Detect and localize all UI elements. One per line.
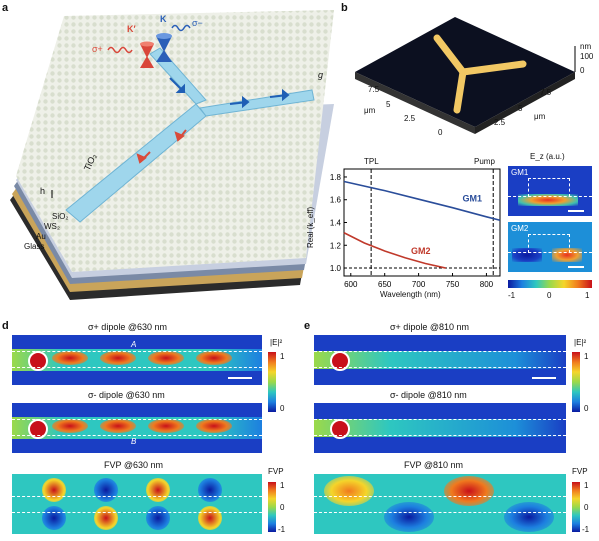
afm-y-tick-2: 5 <box>518 104 523 113</box>
dipole-icon <box>330 419 350 439</box>
dipole-icon <box>28 351 48 371</box>
h-label: h <box>40 186 46 196</box>
y-tick-label: 1.0 <box>330 264 342 273</box>
e-fvp-tick-neg: -1 <box>582 525 590 534</box>
device-schematic <box>10 10 334 300</box>
sigma-plus-label: σ+ <box>92 44 103 54</box>
blue-arrows <box>169 77 290 109</box>
e-title-3: FVP @810 nm <box>404 460 463 470</box>
dispersion-chart: 600 650 700 750 800 1.0 1.2 1.4 1.6 1.8 GM1 GM2 <box>330 168 501 289</box>
marker-b: B <box>131 437 137 446</box>
sigma-minus-label: σ− <box>192 18 203 28</box>
d-map-sigma-minus <box>12 403 262 453</box>
field-cbar-max: 1 <box>585 291 590 300</box>
panel-e-label: e <box>304 320 311 332</box>
d-cbar-label: |E|² <box>270 338 283 347</box>
d-title-1: σ+ dipole @630 nm <box>88 322 167 332</box>
x-tick-label: 650 <box>378 280 392 289</box>
field-map-gm1 <box>508 166 592 216</box>
y-tick-label: 1.8 <box>330 173 342 182</box>
d-title-2: σ- dipole @630 nm <box>88 390 165 400</box>
y-structure <box>433 34 527 114</box>
series-line-gm2 <box>343 232 446 269</box>
d-colorbar-1 <box>268 352 276 412</box>
y-tick-label: 1.6 <box>330 196 342 205</box>
valley-cones-icon <box>140 33 172 68</box>
afm-x-tick-1: 7.5 <box>368 85 380 94</box>
e-fvp-label: FVP <box>572 467 588 476</box>
y-tick-label: 1.2 <box>330 241 342 250</box>
field-colorbar <box>508 280 592 288</box>
k-prime-label: K′ <box>127 24 136 34</box>
afm-x-unit: μm <box>364 106 376 115</box>
d-map-sigma-plus <box>12 335 262 385</box>
series-label-gm2: GM2 <box>411 246 431 256</box>
g-label: g <box>318 70 324 80</box>
layer-au: Au <box>36 232 46 241</box>
field-map-gm2 <box>508 222 592 272</box>
e-colorbar-1 <box>572 352 580 412</box>
series-label-gm1: GM1 <box>463 194 483 204</box>
panel-d-label: d <box>2 320 9 332</box>
e-cbar-label: |E|² <box>574 338 587 347</box>
d-fvp-tick-1: 1 <box>280 481 285 490</box>
field-title: E_z (a.u.) <box>530 152 565 161</box>
layer-ws2: WS₂ <box>44 222 60 231</box>
e-title-2: σ- dipole @810 nm <box>390 390 467 400</box>
e-cbar-bottom: 0 <box>584 404 589 413</box>
field-cbar-min: -1 <box>508 291 516 300</box>
chart-xlabel: Wavelength (nm) <box>380 290 441 299</box>
afm-y-unit: μm <box>534 112 546 121</box>
afm-y-tick-1: 2.5 <box>494 118 506 127</box>
scale-bar <box>532 377 556 379</box>
inset-gm2-label: GM2 <box>511 224 529 233</box>
e-cbar-top: 1 <box>584 352 589 361</box>
d-fvp-tick-neg: -1 <box>278 525 286 534</box>
y-tick-label: 1.4 <box>330 219 342 228</box>
panel-a-label: a <box>2 2 9 14</box>
d-colorbar-fvp <box>268 482 276 532</box>
red-arrows <box>136 129 187 164</box>
layer-sio2: SiO₂ <box>52 212 69 221</box>
d-cbar-bottom: 0 <box>280 404 285 413</box>
marker-a: A <box>131 340 137 349</box>
afm-x-tick-3: 2.5 <box>404 114 416 123</box>
afm-z-tick: 100 <box>580 52 594 61</box>
x-tick-label: 600 <box>344 280 358 289</box>
d-fvp-label: FVP <box>268 467 284 476</box>
afm-y-tick-3: 7.5 <box>540 88 552 97</box>
d-title-3: FVP @630 nm <box>104 460 163 470</box>
afm-z-unit: nm <box>580 42 592 51</box>
dipole-icon <box>28 419 48 439</box>
e-fvp-tick-1: 1 <box>584 481 589 490</box>
d-fvp-tick-0: 0 <box>280 503 285 512</box>
vline-label-pump: Pump <box>474 157 495 166</box>
e-map-sigma-plus <box>314 335 566 385</box>
afm-topography <box>355 17 576 134</box>
x-tick-label: 800 <box>480 280 494 289</box>
plot-frame <box>343 168 501 277</box>
d-map-fvp <box>12 474 262 534</box>
x-tick-label: 750 <box>446 280 460 289</box>
afm-z-zero: 0 <box>580 66 585 75</box>
chart-ylabel: Real (k_eff) <box>306 206 315 248</box>
e-map-fvp <box>314 474 566 534</box>
afm-x-tick-2: 5 <box>386 100 391 109</box>
vline-label-tpl: TPL <box>364 157 379 166</box>
inset-gm1-label: GM1 <box>511 168 529 177</box>
series-line-gm1 <box>343 180 501 221</box>
d-cbar-top: 1 <box>280 352 285 361</box>
k-label: K <box>160 14 167 24</box>
field-cbar-mid: 0 <box>547 291 552 300</box>
layer-glass: Glass <box>24 242 45 251</box>
scale-bar <box>228 377 252 379</box>
x-tick-label: 700 <box>412 280 426 289</box>
e-title-1: σ+ dipole @810 nm <box>390 322 469 332</box>
e-colorbar-fvp <box>572 482 580 532</box>
dipole-icon <box>330 351 350 371</box>
e-map-sigma-minus <box>314 403 566 453</box>
panel-b-label: b <box>341 2 348 14</box>
afm-x-tick-4: 0 <box>438 128 443 137</box>
e-fvp-tick-0: 0 <box>584 503 589 512</box>
